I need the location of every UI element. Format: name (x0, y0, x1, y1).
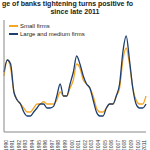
svg-text:1991: 1991 (9, 140, 15, 150)
svg-text:1999: 1999 (62, 140, 68, 150)
svg-text:2005: 2005 (102, 140, 108, 150)
svg-text:2010: 2010 (135, 140, 141, 150)
svg-text:1995: 1995 (36, 140, 42, 150)
html-text:ge of banks tightening turns p: ge of banks tightening turns positive fo (2, 0, 134, 7)
svg-text:1996: 1996 (42, 140, 48, 150)
svg-text:1998: 1998 (55, 140, 61, 150)
svg-text:1994: 1994 (29, 140, 35, 150)
svg-text:1993: 1993 (22, 140, 28, 150)
svg-text:2002: 2002 (82, 140, 88, 150)
svg-text:2008: 2008 (121, 140, 127, 150)
svg-text:1997: 1997 (49, 140, 55, 150)
svg-text:2004: 2004 (95, 140, 101, 150)
svg-text:2007: 2007 (115, 140, 121, 150)
svg-text:2000: 2000 (69, 140, 75, 150)
html-text:since late 2011: since late 2011 (50, 8, 100, 15)
svg-text:2006: 2006 (108, 140, 114, 150)
html-text:Small firms: Small firms (20, 23, 50, 29)
svg-text:2003: 2003 (88, 140, 94, 150)
svg-text:2001: 2001 (75, 140, 81, 150)
html-text:Large and medium firms: Large and medium firms (20, 31, 85, 37)
svg-text:2011: 2011 (141, 140, 142, 150)
svg-text:2009: 2009 (128, 140, 134, 150)
svg-text:1992: 1992 (16, 140, 22, 150)
